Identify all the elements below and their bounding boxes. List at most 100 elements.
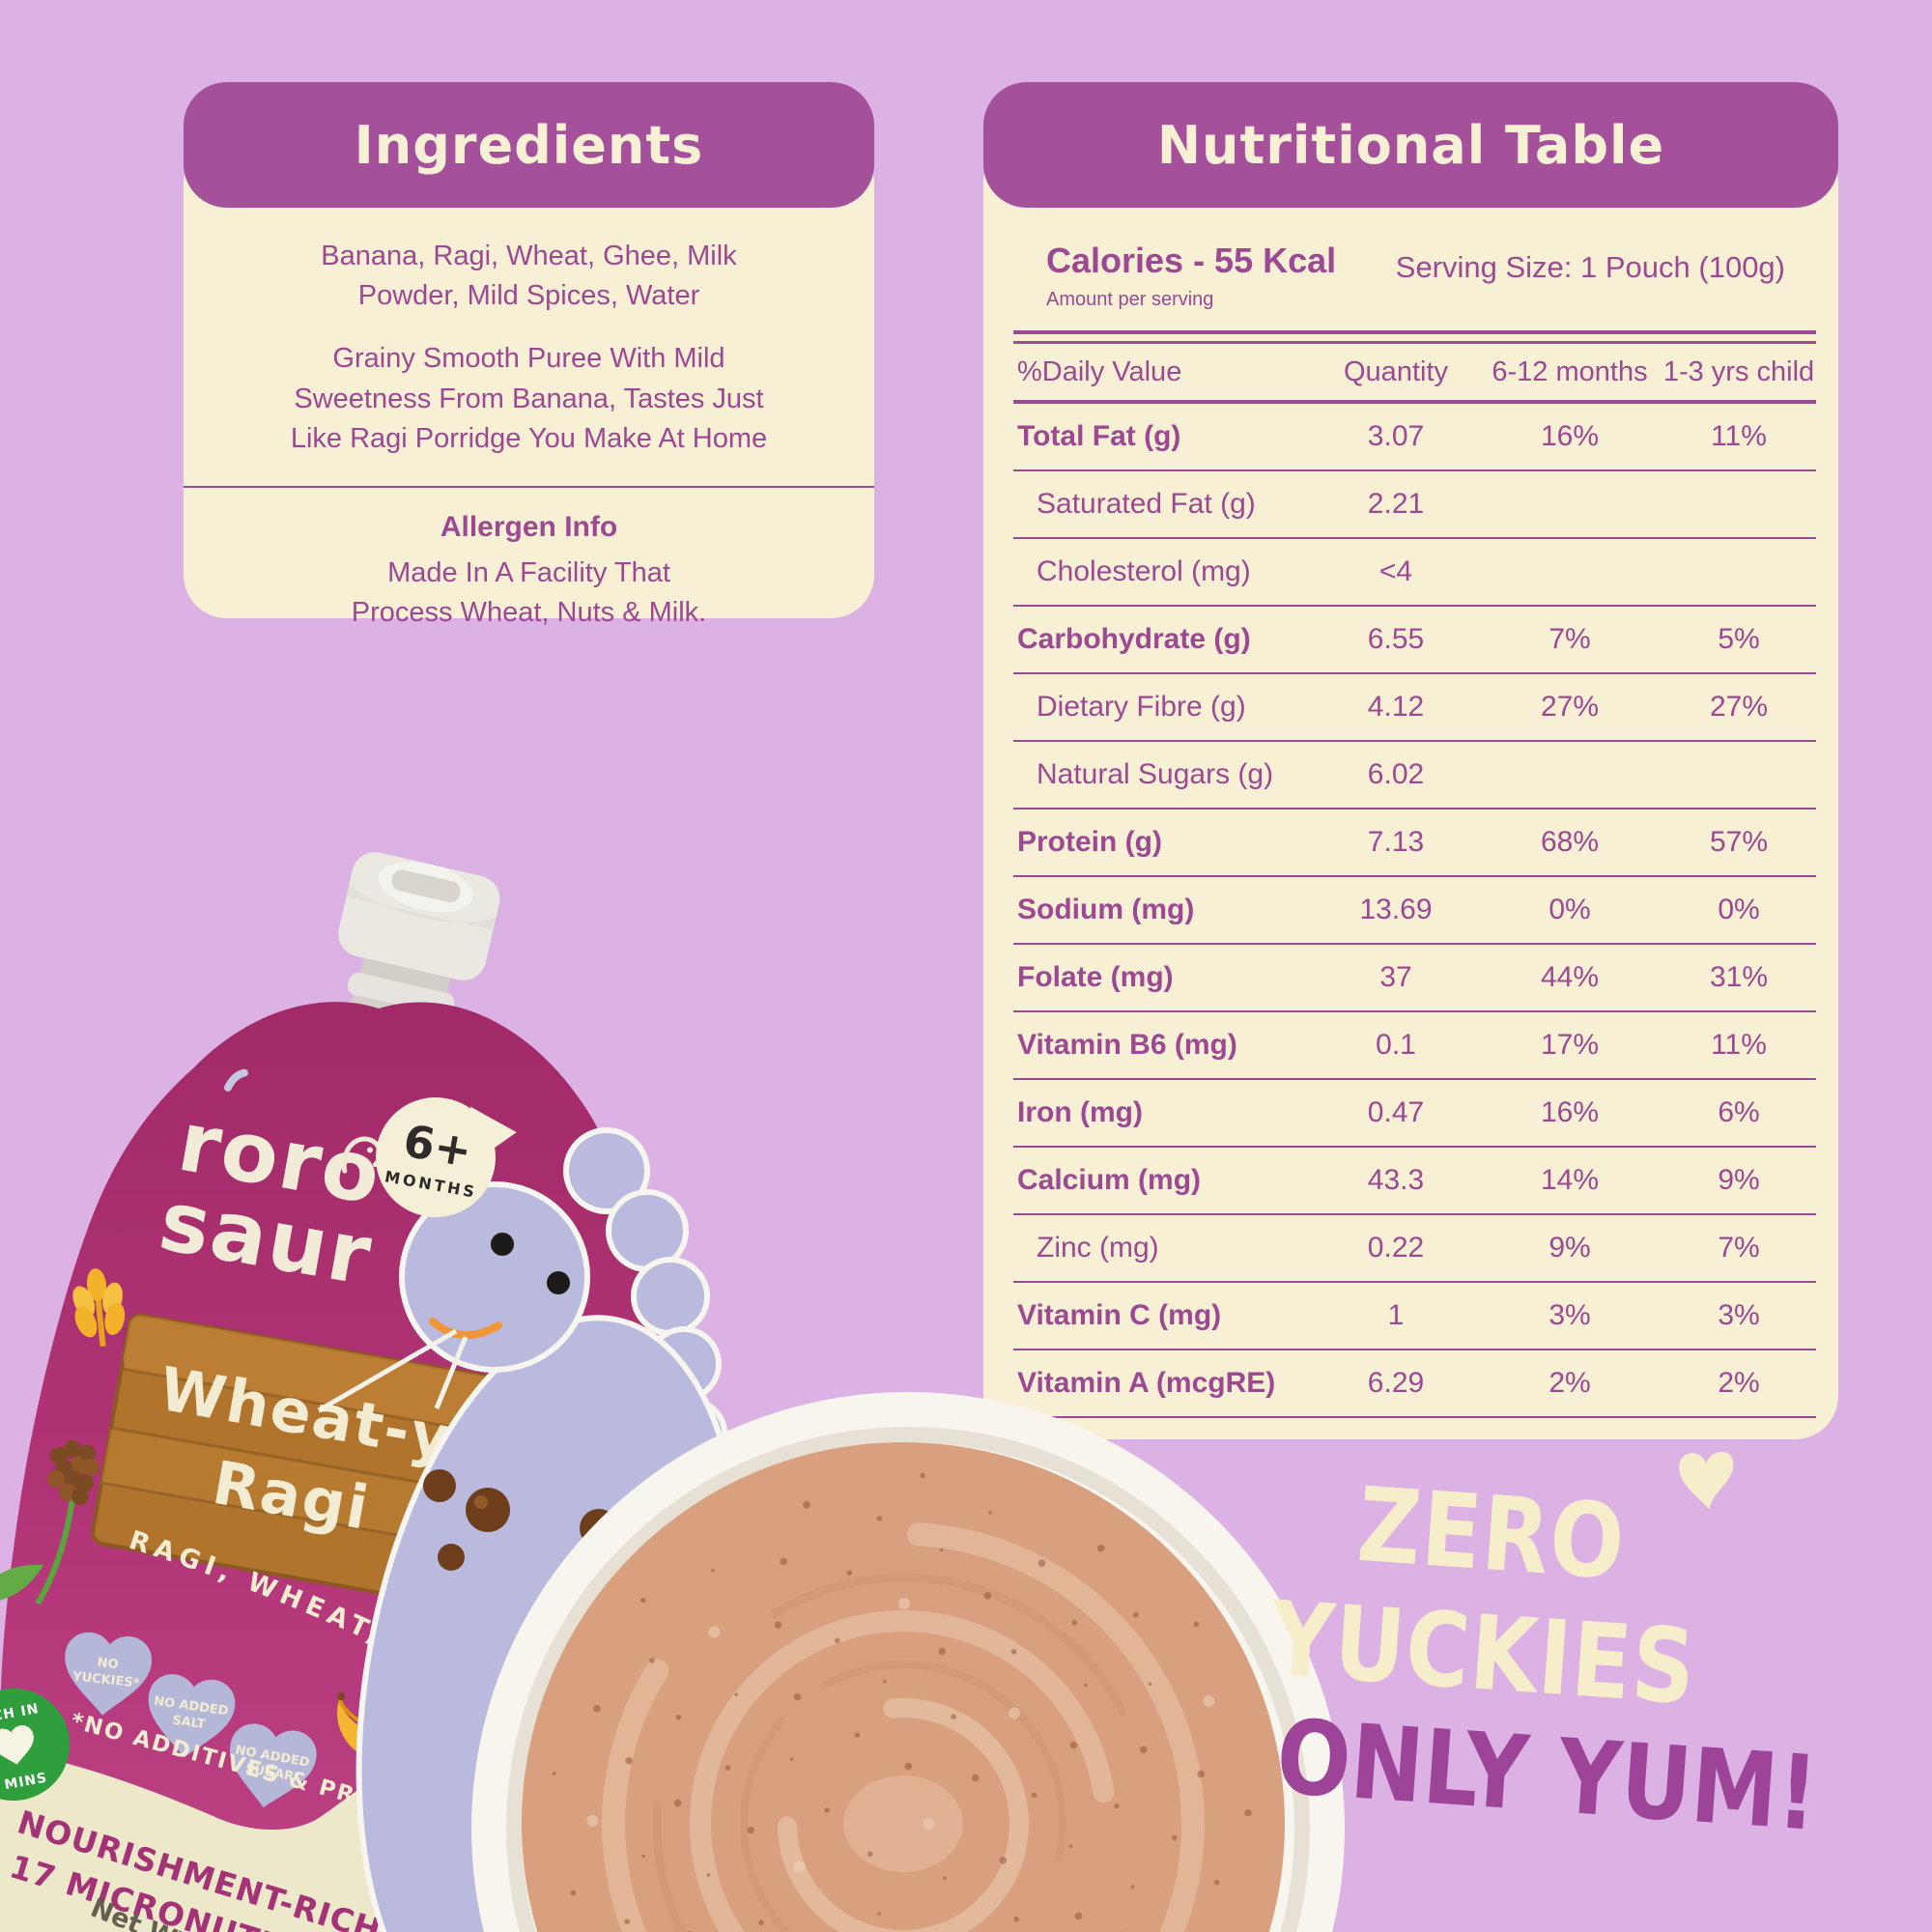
nutrient-value: 44% [1540,961,1600,993]
nutrient-value: 0.1 [1376,1029,1416,1061]
pouch: roro saur [0,831,680,1932]
ingredients-description: Grainy Smooth Puree With Mild Sweetness … [290,343,768,454]
key-ingredients-text: RAGI, WHEAT, BANANA, MILK [0,831,497,1705]
brand-line1: roro [171,1094,388,1224]
nutrient-label: Vitamin C (mg) [1017,1299,1222,1331]
net-weight-text: Net WT [86,1893,197,1932]
table-row: Vitamin A (mcgRE) 6.29 2% 2% [1013,1350,1816,1418]
table-row: Sodium (mg) 13.69 0% 0% [1013,877,1816,945]
nutrient-label: Calcium (mg) [1017,1164,1202,1196]
ragi-millet-icon [0,1440,99,1605]
divider-line [184,485,874,488]
nutrient-value: 1 [1387,1299,1405,1331]
nutrient-label: Carbohydrate (g) [1017,623,1251,655]
serving-size: Serving Size: 1 Pouch (100g) [1395,250,1785,284]
nutrient-value: 4.12 [1367,691,1425,723]
age-badge: 6+ MONTHS [376,1097,517,1217]
nutrient-label: Cholesterol (mg) [1037,555,1251,587]
column-header: 6-12 months [1492,355,1648,387]
nutrient-value: 2% [1548,1367,1591,1399]
nutrient-value: 0% [1718,894,1760,925]
claim-heart-text: YUCKIES* [71,1669,140,1690]
table-row: Total Fat (g) 3.07 16% 11% [1013,404,1816,471]
nutrient-label: Natural Sugars (g) [1037,758,1274,790]
nutrient-value: 31% [1709,961,1769,993]
nutrition-card: Nutritional Table Calories - 55 Kcal Amo… [983,82,1838,1439]
nutrient-value: 11% [1711,420,1767,452]
claim-heart-text: NO ADDED [234,1743,310,1770]
nutrient-value: 0.22 [1367,1232,1425,1264]
nutrient-value: 0% [1548,894,1591,925]
table-header-row: %Daily Value Quantity 6-12 months 1-3 yrs c… [1013,344,1816,400]
nutrient-value: 3.07 [1367,420,1425,452]
tagline-heart-icon [1679,1451,1734,1510]
table-row: Dietary Fibre (g) 4.12 27% 27% [1013,674,1816,742]
nutrient-value: 68% [1540,826,1600,858]
table-top-rule [1013,330,1816,344]
nutrient-value: 5% [1718,623,1760,655]
age-badge-unit: MONTHS [384,1167,479,1202]
nutrient-value: 27% [1540,691,1600,723]
pouch-body [0,1002,658,1932]
nutrient-value: 17% [1540,1029,1600,1061]
allergen-text: Made In A Facility That Process Wheat, N… [351,556,707,629]
nutrient-label: Saturated Fat (g) [1037,488,1256,520]
nutrient-value: 9% [1548,1232,1591,1264]
nutrient-label: Total Fat (g) [1017,420,1181,452]
nutrition-card-header: Nutritional Table [983,82,1838,208]
pouch-cap [327,852,500,1087]
vitamins-badge-top-text: CH IN [0,1701,41,1724]
nutrient-value: 9% [1718,1164,1760,1196]
product-name-line1: Wheat-y [154,1353,457,1474]
dino-eye-left [491,1233,514,1256]
nutrient-label: Vitamin B6 (mg) [1017,1029,1237,1061]
dino-mane [563,1127,729,1682]
dino-head [399,1181,590,1373]
nutrient-value: 0.47 [1367,1096,1425,1128]
nutrition-title: Nutritional Table [1156,114,1665,176]
ragi-millet-icon-2 [129,1511,166,1555]
nutrient-value: 3% [1718,1299,1760,1331]
nutrient-value: 6.55 [1367,623,1425,655]
table-row: Protein (g) 7.13 68% 57% [1013,810,1816,877]
ingredients-title: Ingredients [354,114,704,176]
amount-per-serving-note: Amount per serving [1046,289,1214,310]
nutrient-value: 3% [1548,1299,1591,1331]
vitamins-badge-bottom-text: MINS [3,1771,48,1794]
nutrient-value: 6% [1718,1096,1760,1128]
sign-strings [317,1328,469,1413]
nutrient-label: Zinc (mg) [1037,1232,1159,1264]
nutrient-label: Vitamin A (mcgRE) [1017,1367,1276,1399]
ingredients-list: Banana, Ragi, Wheat, Ghee, Milk Powder, … [321,241,737,312]
age-badge-value: 6+ [400,1114,476,1177]
vitamins-badge: CH IN MINS [0,1689,70,1801]
nutrient-value: 7% [1548,623,1591,655]
claim-heart-text: SALT [171,1714,206,1733]
table-body: Total Fat (g) 3.07 1 6% 11% Saturated Fat (g)… [1013,404,1816,1418]
nutrition-card-content: Calories - 55 Kcal Amount per serving Se… [983,208,1838,1439]
table-row: Iron (mg) 0.47 16% 6% [1013,1080,1816,1148]
dino-character [317,1127,746,1932]
product-sign: Wheat-y Ragi [91,1313,504,1608]
table-row: Natural Sugars (g) 6.02 [1013,742,1816,810]
nutrient-value: 7.13 [1367,826,1425,858]
logo-accent [223,1068,248,1092]
brand-line2: saur [153,1173,380,1305]
table-row: Calcium (mg) 43.3 14% 9% [1013,1148,1816,1215]
product-name-line2: Ragi [208,1447,375,1544]
claim-heart-text: NO [97,1656,119,1672]
wheat-icon [72,1268,126,1347]
nutrient-label: Iron (mg) [1017,1096,1143,1128]
calories-row: Calories - 55 Kcal Amount per serving Se… [1046,241,1785,311]
pouch-cream-panel [0,1747,502,1932]
column-header: %Daily Value [1017,355,1182,387]
claim-heart-text: SUGAR [244,1762,296,1785]
nutrient-value: 43.3 [1367,1164,1425,1196]
nourishment-line1: NOURISHMENT-RICH PURÉE WITH [14,1802,621,1932]
table-row: Folate (mg) 37 44% 31% [1013,945,1816,1012]
dino-eye-right [547,1271,570,1294]
